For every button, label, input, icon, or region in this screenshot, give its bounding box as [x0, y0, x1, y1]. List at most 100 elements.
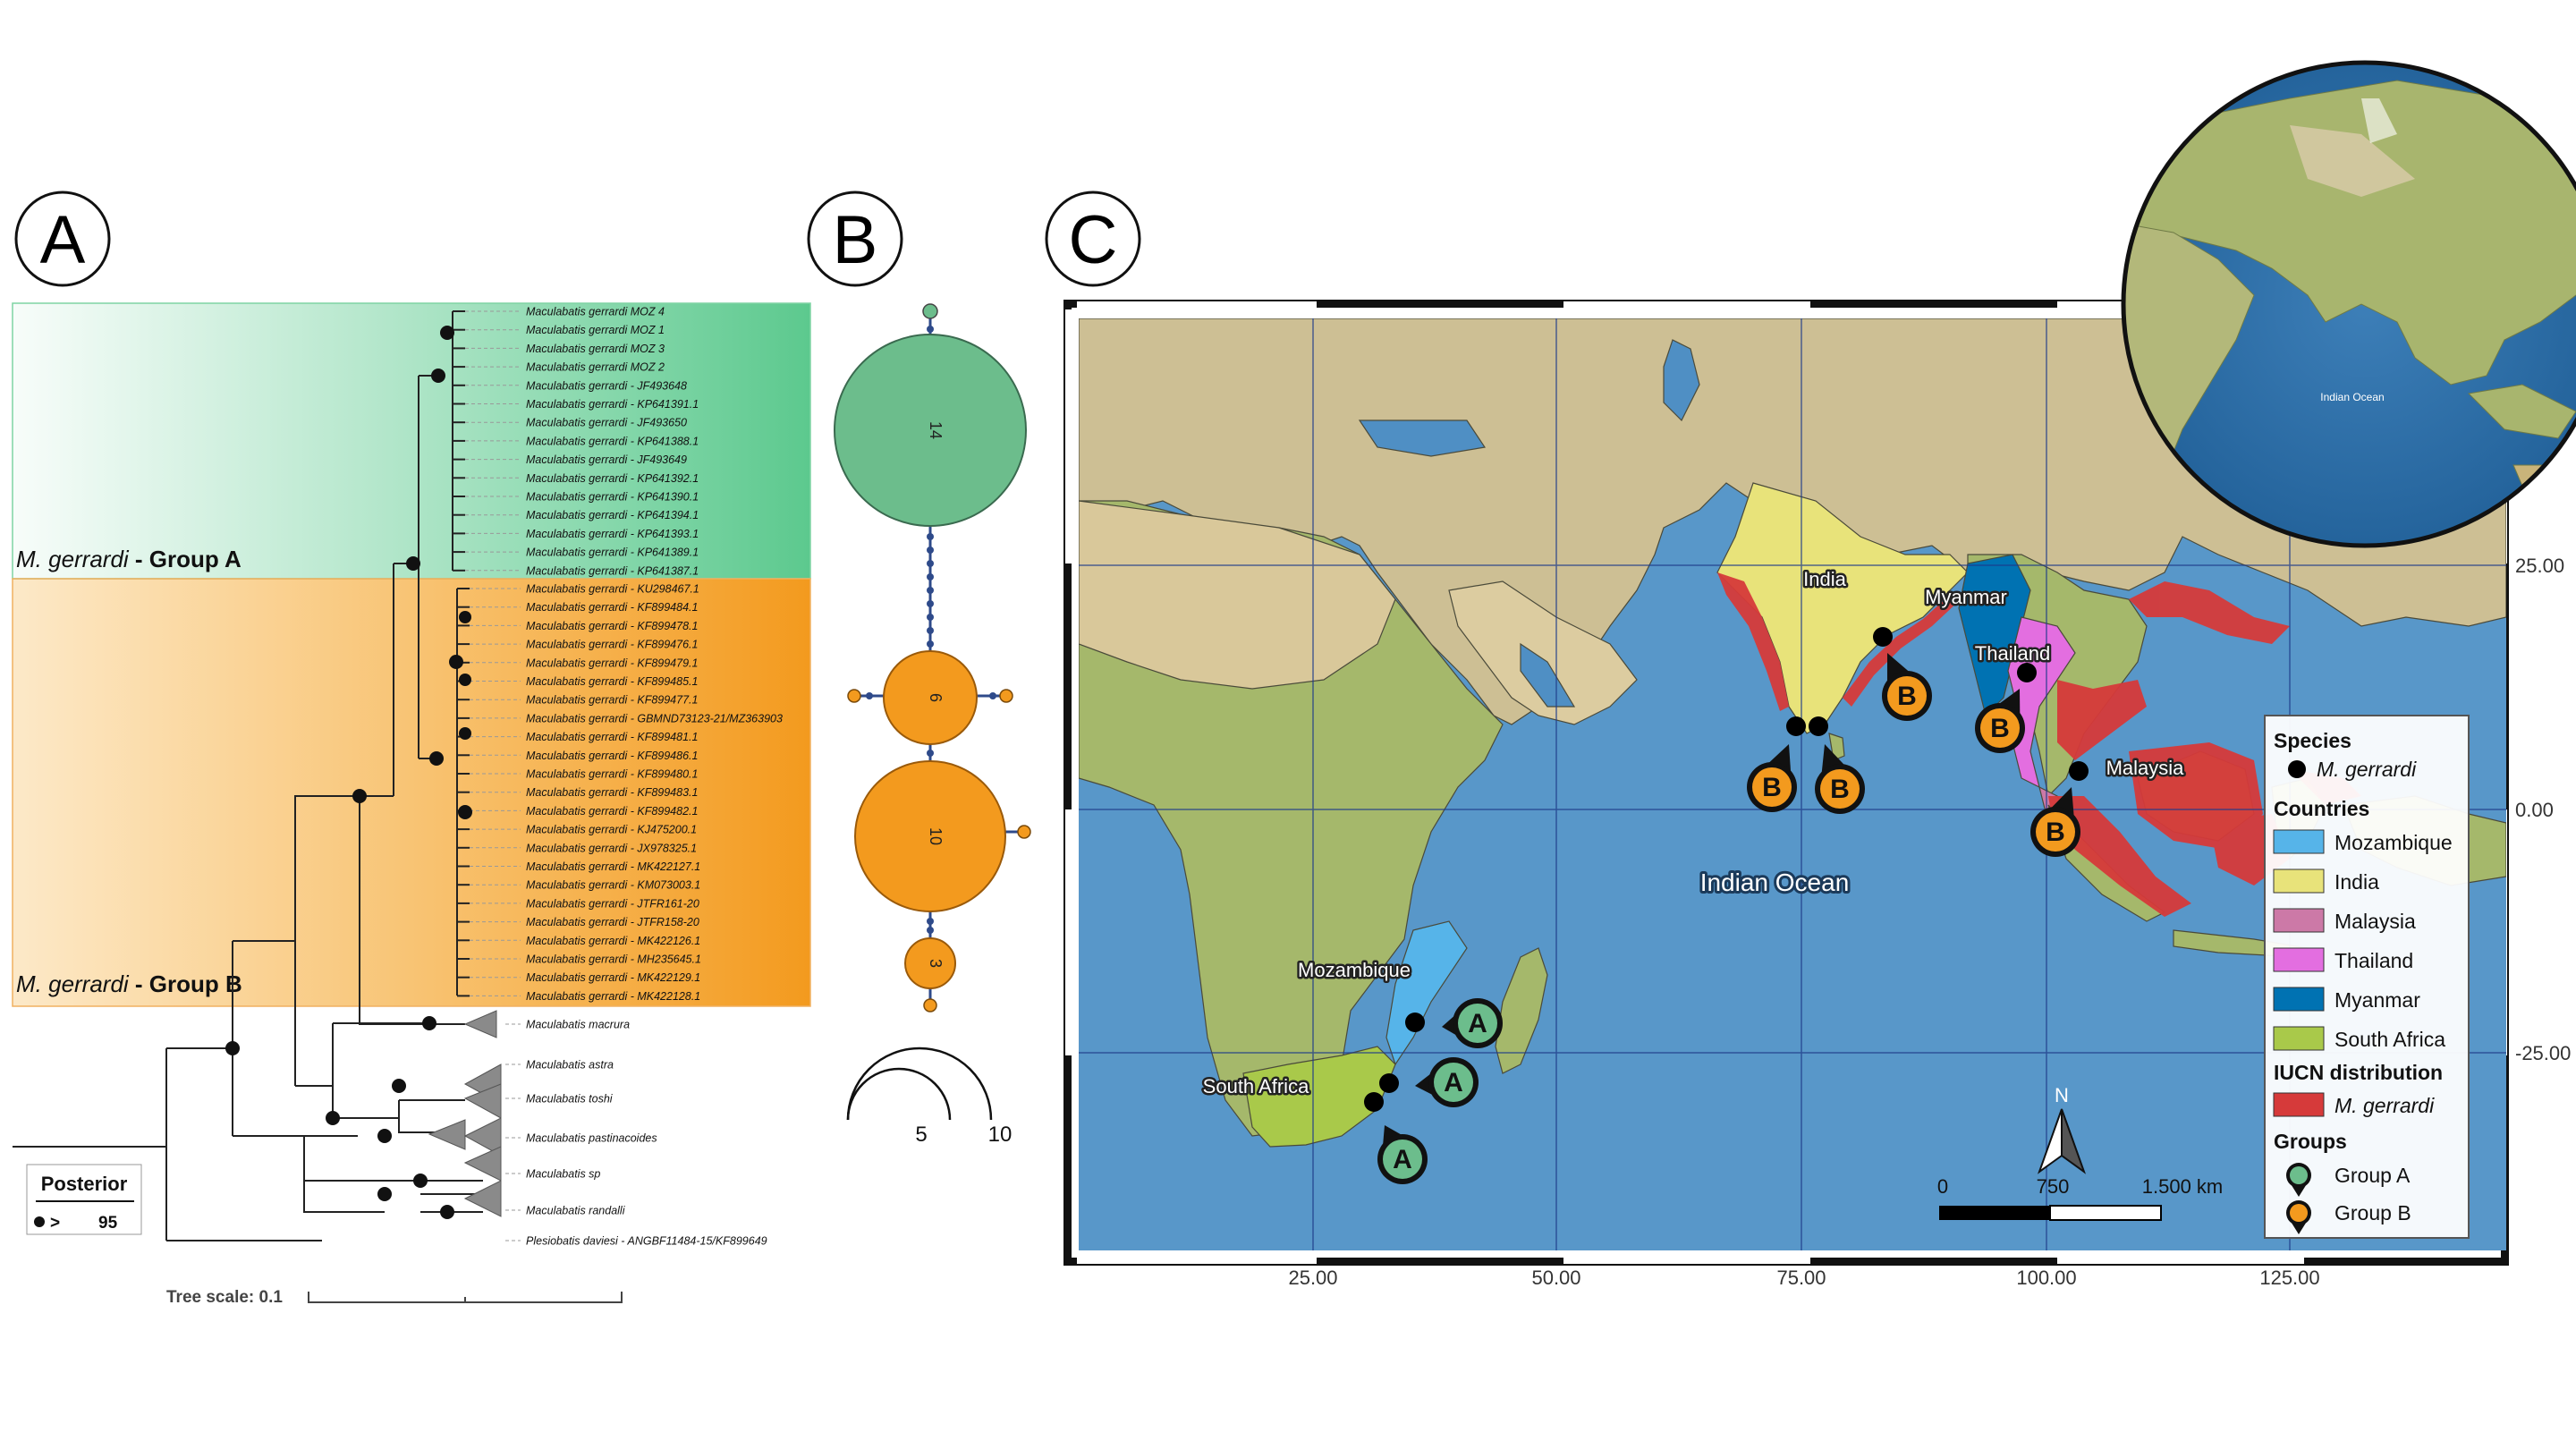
tip-label: Maculabatis gerrardi - MK422129.1	[526, 971, 700, 984]
network-mutation-dots	[866, 326, 996, 934]
group-marker-letter: A	[1444, 1068, 1463, 1097]
legend-species-dot	[2288, 760, 2306, 778]
tip-label: Maculabatis gerrardi - KF899484.1	[526, 601, 698, 614]
group-marker-letter: A	[1393, 1145, 1412, 1174]
group-marker: A	[1415, 1057, 1479, 1107]
panel-a-letter: A	[40, 202, 86, 278]
tip-group-b: Maculabatis gerrardi - KF899484.1	[457, 601, 698, 614]
tree-scale: Tree scale: 0.1	[166, 1288, 623, 1307]
haplotype-node-3: 3	[904, 937, 956, 989]
collapsed-clades	[428, 1010, 502, 1217]
legend-country-label: South Africa	[2334, 1028, 2445, 1051]
group-marker-letter: B	[1830, 775, 1850, 804]
label-mozambique: Mozambique	[1298, 959, 1411, 981]
tip-group-b: Maculabatis gerrardi - KF899477.1	[457, 694, 698, 707]
tree-scale-label: Tree scale: 0.1	[166, 1288, 283, 1307]
legend-group-icon	[2290, 1204, 2308, 1222]
mutation-dot	[927, 573, 934, 580]
legend-country-item: South Africa	[2273, 1026, 2445, 1051]
tip-label: Maculabatis gerrardi - KP641393.1	[526, 528, 699, 540]
posterior-legend-sign: >	[50, 1214, 60, 1233]
tip-group-b: Maculabatis gerrardi - KF899483.1	[457, 786, 698, 799]
tip-group-b: Maculabatis gerrardi - KU298467.1	[457, 583, 699, 596]
legend-species-title: Species	[2274, 729, 2351, 752]
tip-group-b: Maculabatis gerrardi - KF899476.1	[457, 639, 698, 651]
haplotype-node-14: 14	[834, 334, 1027, 527]
network-scale-5: 5	[915, 1123, 927, 1147]
tip-label: Maculabatis gerrardi - KF899481.1	[526, 731, 698, 743]
legend-country-swatch	[2273, 908, 2325, 933]
legend-country-item: Malaysia	[2273, 908, 2416, 933]
panel-b-circle	[807, 191, 903, 287]
group-marker: A	[1377, 1125, 1428, 1184]
y-tick-label: -25.00	[2515, 1042, 2571, 1064]
legend-country-label: Thailand	[2334, 949, 2413, 972]
tip-label: Maculabatis gerrardi - KJ475200.1	[526, 824, 697, 836]
tip-label: Maculabatis gerrardi - KP641390.1	[526, 491, 699, 504]
haplotype-node-6: 6	[883, 650, 978, 745]
tip-group-a: Maculabatis gerrardi - JF493650	[453, 417, 687, 429]
tip-group-b: Maculabatis gerrardi - MK422128.1	[457, 990, 700, 1003]
tip-group-b: Maculabatis gerrardi - JTFR158-20	[457, 916, 699, 928]
legend-country-swatch	[2273, 869, 2325, 894]
north-label: N	[2055, 1084, 2069, 1106]
posterior-legend-box	[26, 1164, 142, 1235]
network-scale-10: 10	[988, 1123, 1013, 1147]
legend-country-swatch	[2273, 829, 2325, 854]
legend-country-label: India	[2334, 870, 2379, 894]
tip-label: Maculabatis gerrardi - JTFR158-20	[526, 916, 699, 928]
map-x-ticks: 25.00 50.00 75.00 100.00 125.00	[1288, 1267, 2319, 1289]
label-indian-ocean: Indian Ocean	[1700, 869, 1850, 896]
legend-iucn-swatch	[2273, 1092, 2325, 1117]
x-tick-label: 25.00	[1288, 1267, 1337, 1289]
network-size-scale: 5 10	[846, 1046, 1013, 1147]
legend-iucn-item: M. gerrardi	[2334, 1094, 2435, 1117]
tip-label: Maculabatis toshi	[526, 1093, 614, 1106]
legend-species-item: M. gerrardi	[2317, 758, 2417, 781]
globe-outline	[2121, 60, 2576, 548]
mutation-dot	[927, 547, 934, 554]
label-malaysia: Malaysia	[2106, 757, 2185, 779]
group-marker-letter: A	[1468, 1009, 1487, 1038]
legend-group-item: Group A	[2286, 1163, 2411, 1197]
group-a-label: M. gerrardi - Group A	[16, 546, 242, 572]
x-tick-label: 75.00	[1776, 1267, 1826, 1289]
mutation-dot	[927, 918, 934, 925]
tip-label: Maculabatis gerrardi - JF493648	[526, 379, 687, 392]
legend-groups: Group A Group B	[2286, 1163, 2411, 1234]
tip-outgroup: Plesiobatis daviesi - ANGBF11484-15/KF89…	[505, 1235, 767, 1248]
mutation-dot	[927, 750, 934, 757]
mutation-dot	[927, 533, 934, 540]
tip-label: Maculabatis gerrardi - MK422127.1	[526, 860, 700, 873]
tip-label: Maculabatis gerrardi - MK422128.1	[526, 990, 700, 1003]
tip-group-a: Maculabatis gerrardi MOZ 3	[453, 343, 665, 355]
mutation-dot	[927, 927, 934, 934]
label-south-africa: South Africa	[1203, 1075, 1309, 1097]
legend-country-item: Thailand	[2273, 947, 2413, 972]
legend-iucn-title: IUCN distribution	[2274, 1061, 2443, 1084]
x-tick-label: 125.00	[2259, 1267, 2319, 1289]
tip-label: Maculabatis gerrardi - KF899478.1	[526, 620, 698, 632]
haplotype-node-small-top	[922, 303, 938, 319]
mutation-dot	[927, 640, 934, 648]
scalebar-label-0: 0	[1937, 1175, 1948, 1198]
tip-label: Maculabatis gerrardi MOZ 2	[526, 361, 665, 374]
tip-group-a: Maculabatis gerrardi MOZ 2	[453, 361, 665, 374]
sample-points	[1364, 627, 2089, 1112]
label-myanmar: Myanmar	[1925, 586, 2007, 608]
outgroup-tips: Maculabatis macrura Maculabatis astra Macu…	[505, 1019, 767, 1248]
tip-label: Maculabatis gerrardi MOZ 3	[526, 343, 665, 355]
group-markers: A A A B B B B B	[1377, 653, 2080, 1184]
group-b-label: M. gerrardi - Group B	[16, 970, 242, 997]
tip-label: Maculabatis gerrardi - KP641391.1	[526, 398, 699, 411]
legend-country-item: Mozambique	[2273, 829, 2453, 854]
haplotype-count-3: 3	[927, 959, 945, 968]
group-marker-letter: B	[1990, 714, 2010, 743]
y-tick-label: 0.00	[2515, 799, 2554, 821]
tip-label: Maculabatis gerrardi - KP641394.1	[526, 509, 699, 521]
group-marker: B	[2030, 787, 2080, 857]
tip-group-a: Maculabatis gerrardi - JF493649	[453, 453, 687, 466]
tip-label: Maculabatis sp	[526, 1168, 600, 1181]
tip-label: Maculabatis gerrardi - MH235645.1	[526, 953, 701, 966]
